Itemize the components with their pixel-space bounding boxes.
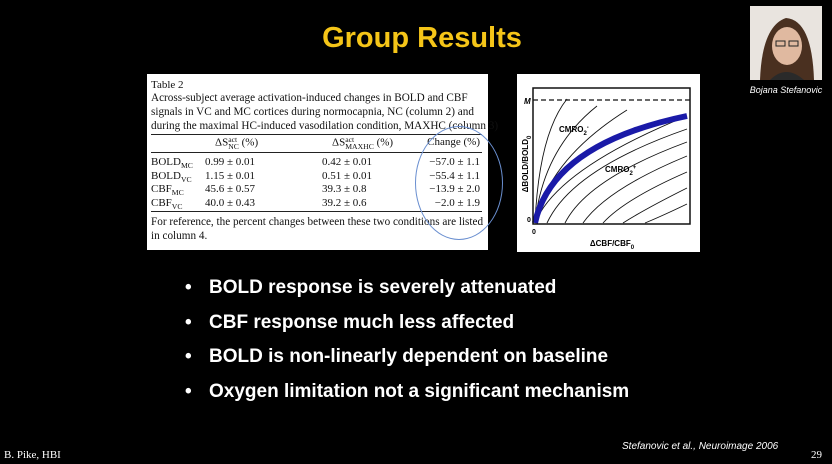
baseline-curve bbox=[532, 113, 688, 224]
text-sub: MAXHC bbox=[345, 142, 374, 151]
slide-title: Group Results bbox=[322, 22, 522, 54]
text-sub: NC bbox=[228, 142, 239, 151]
highlight-ellipse bbox=[415, 126, 503, 240]
x-axis-label: ΔCBF/CBF0 bbox=[590, 239, 635, 251]
table-rule bbox=[151, 211, 482, 212]
table-caption: during the maximal HC-induced vasodilati… bbox=[151, 120, 499, 132]
text-base: BOLD bbox=[151, 169, 181, 182]
table-footnote: in column 4. bbox=[151, 230, 208, 242]
text-sub: VC bbox=[171, 201, 183, 211]
m-label: M bbox=[524, 97, 531, 106]
table-cell: 0.51 ± 0.01 bbox=[322, 170, 372, 182]
text-sub: VC bbox=[180, 174, 192, 184]
sup-sub: act NC bbox=[228, 135, 239, 151]
row-label: CBFVC bbox=[151, 197, 182, 211]
text-base: ΔBOLD/BOLD bbox=[521, 139, 530, 193]
curve-label: CMRO2+ bbox=[605, 165, 637, 177]
text-sub: MC bbox=[180, 161, 193, 171]
bullet-text: BOLD response is severely attenuated bbox=[209, 277, 557, 298]
text-sub: MC bbox=[171, 188, 184, 198]
text: 39.3 ± 0.8 bbox=[322, 183, 367, 195]
column-header: ΔS act MAXHC (%) bbox=[332, 135, 394, 151]
row-label: BOLDVC bbox=[151, 170, 192, 184]
bullet-text: BOLD is non-linearly dependent on baseli… bbox=[209, 346, 609, 367]
text-base: CBF bbox=[151, 196, 172, 209]
text: 0.51 ± 0.01 bbox=[322, 169, 373, 182]
text-base: ΔS bbox=[332, 136, 346, 149]
text-sup: + bbox=[633, 165, 637, 171]
row-label: BOLDMC bbox=[151, 156, 193, 170]
table-caption: Across-subject average activation-induce… bbox=[151, 92, 468, 104]
table-rule bbox=[151, 134, 482, 135]
text-sub: 0 bbox=[631, 245, 635, 251]
text-base: ΔS bbox=[215, 136, 229, 149]
text-sup: act bbox=[345, 135, 355, 144]
text-base: CBF bbox=[151, 183, 172, 195]
footer-author: B. Pike, HBI bbox=[4, 449, 61, 461]
table-label: Table 2 bbox=[151, 79, 184, 91]
y-axis-label: ΔBOLD/BOLD0 bbox=[521, 135, 533, 192]
bullet-text: CBF response much less affected bbox=[209, 311, 515, 333]
iso-curves bbox=[534, 98, 688, 224]
table-rule bbox=[151, 152, 482, 153]
x-origin: 0 bbox=[532, 229, 536, 236]
model-figure: M 0 0 ΔBOLD/BOLD0 ΔCBF/CBF0 CMRO2- CMRO2… bbox=[517, 74, 700, 252]
bullet-dot: • bbox=[185, 311, 192, 333]
column-header: ΔS act NC (%) bbox=[215, 135, 259, 151]
text-sub: 2 bbox=[583, 131, 587, 137]
text: 39.2 ± 0.6 bbox=[322, 196, 367, 209]
text-base: ΔCBF/CBF bbox=[590, 239, 631, 248]
text: 45.6 ± 0.57 bbox=[205, 183, 256, 195]
text-unit: (%) bbox=[238, 136, 259, 149]
text-base: CMRO bbox=[559, 125, 583, 134]
bullet-dot: • bbox=[185, 380, 192, 402]
text-sub: 2 bbox=[629, 171, 633, 177]
text-sub: 0 bbox=[527, 135, 533, 139]
text-unit: (%) bbox=[373, 136, 394, 149]
text-sup: act bbox=[228, 135, 238, 144]
photo-caption: Bojana Stefanovic bbox=[749, 85, 823, 95]
table-cell: 39.3 ± 0.8 bbox=[322, 183, 367, 195]
table-cell: 0.42 ± 0.01 bbox=[322, 156, 372, 168]
model-plot: M 0 0 ΔBOLD/BOLD0 ΔCBF/CBF0 CMRO2- CMRO2… bbox=[521, 87, 691, 251]
speaker-photo bbox=[750, 6, 822, 80]
sup-sub: act MAXHC bbox=[345, 135, 374, 151]
plot-frame bbox=[532, 87, 691, 225]
table-figure: Table 2 Across-subject average activation… bbox=[147, 74, 503, 250]
text: 0.42 ± 0.01 bbox=[322, 156, 373, 168]
table-cell: 0.99 ± 0.01 bbox=[205, 156, 255, 168]
row-label: CBFMC bbox=[151, 183, 184, 197]
bullet-dot: • bbox=[185, 277, 192, 298]
curve-label: CMRO2- bbox=[559, 125, 589, 137]
table-cell: 45.6 ± 0.57 bbox=[205, 183, 255, 195]
table-caption: signals in VC and MC cortices during nor… bbox=[151, 106, 474, 118]
text-base: CMRO bbox=[605, 165, 629, 174]
table-footnote: For reference, the percent changes betwe… bbox=[151, 216, 484, 228]
table-cell: 40.0 ± 0.43 bbox=[205, 197, 255, 209]
text-base: BOLD bbox=[151, 156, 181, 168]
bullet-text: Oxygen limitation not a significant mech… bbox=[209, 380, 630, 402]
text: 0.99 ± 0.01 bbox=[205, 156, 256, 168]
bullet-dot: • bbox=[185, 346, 192, 367]
citation: Stefanovic et al., Neuroimage 2006 bbox=[622, 441, 779, 452]
y-origin: 0 bbox=[527, 217, 531, 224]
text: 40.0 ± 0.43 bbox=[205, 196, 256, 209]
text-sup: - bbox=[587, 125, 589, 131]
table-cell: 1.15 ± 0.01 bbox=[205, 170, 255, 182]
table-cell: 39.2 ± 0.6 bbox=[322, 197, 367, 209]
page-number: 29 bbox=[811, 449, 822, 461]
text: 1.15 ± 0.01 bbox=[205, 169, 256, 182]
